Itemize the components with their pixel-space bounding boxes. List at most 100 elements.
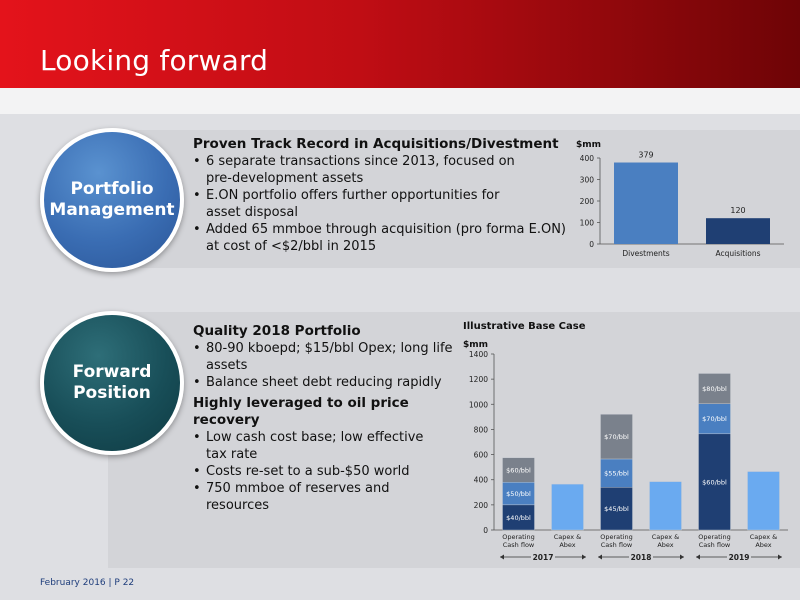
category-label: Capex & (750, 533, 778, 541)
list-item: Low cash cost base; low effective tax rat… (193, 429, 463, 463)
list-item: E.ON portfolio offers further opportunit… (193, 187, 573, 221)
bullet-line: 80-90 kboepd; $15/bbl Opex; long life (206, 341, 453, 356)
circle-label-line: Management (49, 200, 175, 220)
category-label: Abex (657, 541, 673, 549)
page-title: Looking forward (40, 44, 269, 77)
segment-label: $60/bbl (702, 478, 727, 486)
bar-segment (551, 483, 584, 531)
segment-label: $55/bbl (604, 470, 629, 478)
portfolio-text: Proven Track Record in Acquisitions/Dive… (193, 136, 573, 255)
bar-segment (600, 487, 633, 531)
section-heading: Proven Track Record in Acquisitions/Dive… (193, 136, 559, 152)
bullet-list: Low cash cost base; low effective tax rat… (193, 429, 463, 514)
section-heading: Highly leveraged to oil price recovery (193, 395, 409, 428)
bullet-line: asset disposal (206, 205, 298, 220)
list-item: Costs re-set to a sub-$50 world (193, 463, 463, 480)
arrow-right-icon (582, 554, 586, 560)
bar-acquisitions (706, 218, 770, 244)
bar-segment (698, 433, 731, 531)
year-label: 2017 (533, 553, 554, 562)
transactions-chart: $mm 0 100 200 300 400 379 Divestments 120 Acquisi… (576, 140, 784, 258)
data-label: 120 (730, 206, 745, 215)
y-tick-label: 800 (474, 425, 489, 434)
arrow-right-icon (680, 554, 684, 560)
bullet-list: 80-90 kboepd; $15/bbl Opex; long life ass… (193, 340, 463, 391)
category-label: Operating (698, 533, 731, 541)
y-tick-label: 400 (580, 154, 595, 163)
bullet-line: assets (206, 358, 248, 373)
segment-label: $60/bbl (506, 466, 531, 474)
y-tick-label: 1000 (469, 400, 488, 409)
segment-label: $80/bbl (702, 385, 727, 393)
list-item: 80-90 kboepd; $15/bbl Opex; long life ass… (193, 340, 463, 374)
bullet-line: 6 separate transactions since 2013, focu… (206, 154, 515, 169)
y-tick-label: 100 (580, 219, 595, 228)
bullet-line: Costs re-set to a sub-$50 world (206, 464, 410, 479)
bar-divestments (614, 162, 678, 244)
circle-label-line: Portfolio (70, 179, 154, 199)
category-label: Abex (755, 541, 771, 549)
data-label: 379 (638, 151, 653, 160)
portfolio-management-circle: Portfolio Management (40, 128, 184, 272)
segment-label: $45/bbl (604, 505, 629, 513)
arrow-right-icon (778, 554, 782, 560)
bullet-line: Added 65 mmboe through acquisition (pro … (206, 222, 566, 237)
circle-label-line: Position (73, 383, 151, 403)
arrow-left-icon (696, 554, 700, 560)
bar-segment (600, 458, 633, 488)
bullet-list: 6 separate transactions since 2013, focu… (193, 153, 573, 255)
segment-label: $70/bbl (702, 415, 727, 423)
category-label: Acquisitions (716, 249, 761, 258)
category-label: Operating (600, 533, 633, 541)
y-tick-label: 200 (474, 501, 489, 510)
y-axis-unit: $mm (576, 140, 601, 150)
bar-segment (698, 373, 731, 404)
footer-text: February 2016 | P 22 (40, 578, 135, 588)
forward-text: Quality 2018 Portfolio 80-90 kboepd; $15… (193, 323, 463, 514)
arrow-left-icon (500, 554, 504, 560)
bullet-line: tax rate (206, 447, 258, 462)
y-tick-label: 200 (580, 197, 595, 206)
category-label: Operating (502, 533, 535, 541)
category-label: Cash flow (699, 541, 731, 549)
bullet-line: Low cash cost base; low effective (206, 430, 424, 445)
bullet-line: at cost of <$2/bbl in 2015 (206, 239, 377, 254)
bar-segment (649, 481, 682, 531)
bullet-line: Balance sheet debt reducing rapidly (206, 375, 442, 390)
bar-segment (502, 504, 535, 531)
bullet-line: resources (206, 498, 270, 513)
list-item: 6 separate transactions since 2013, focu… (193, 153, 573, 187)
segment-label: $50/bbl (506, 490, 531, 498)
bar-segment (747, 471, 780, 531)
category-label: Divestments (622, 249, 669, 258)
category-label: Cash flow (503, 541, 535, 549)
y-tick-label: 300 (580, 176, 595, 185)
section-heading: Quality 2018 Portfolio (193, 323, 361, 339)
base-case-chart: Illustrative Base Case $mm 0 200 400 600 800 10… (463, 321, 788, 562)
category-label: Abex (559, 541, 575, 549)
bullet-line: E.ON portfolio offers further opportunit… (206, 188, 500, 203)
circle-label-line: Forward (72, 362, 152, 382)
y-tick-label: 600 (474, 451, 489, 460)
y-tick-label: 0 (589, 240, 594, 249)
header-banner: Looking forward (0, 0, 800, 88)
segment-label: $40/bbl (506, 514, 531, 522)
bar-segment (600, 414, 633, 460)
y-tick-label: 0 (483, 526, 488, 535)
y-tick-label: 400 (474, 476, 489, 485)
list-item: Added 65 mmboe through acquisition (pro … (193, 221, 573, 255)
bar-segment (698, 403, 731, 435)
list-item: Balance sheet debt reducing rapidly (193, 374, 463, 391)
bullet-line: pre-development assets (206, 171, 364, 186)
forward-position-circle: Forward Position (40, 311, 184, 455)
category-label: Capex & (554, 533, 582, 541)
y-tick-label: 1200 (469, 375, 488, 384)
segment-label: $70/bbl (604, 433, 629, 441)
y-tick-label: 1400 (469, 350, 488, 359)
category-label: Cash flow (601, 541, 633, 549)
arrow-left-icon (598, 554, 602, 560)
bullet-line: 750 mmboe of reserves and (206, 481, 390, 496)
y-axis-unit: $mm (463, 340, 488, 350)
year-label: 2018 (631, 553, 652, 562)
bar-segment (502, 457, 535, 483)
